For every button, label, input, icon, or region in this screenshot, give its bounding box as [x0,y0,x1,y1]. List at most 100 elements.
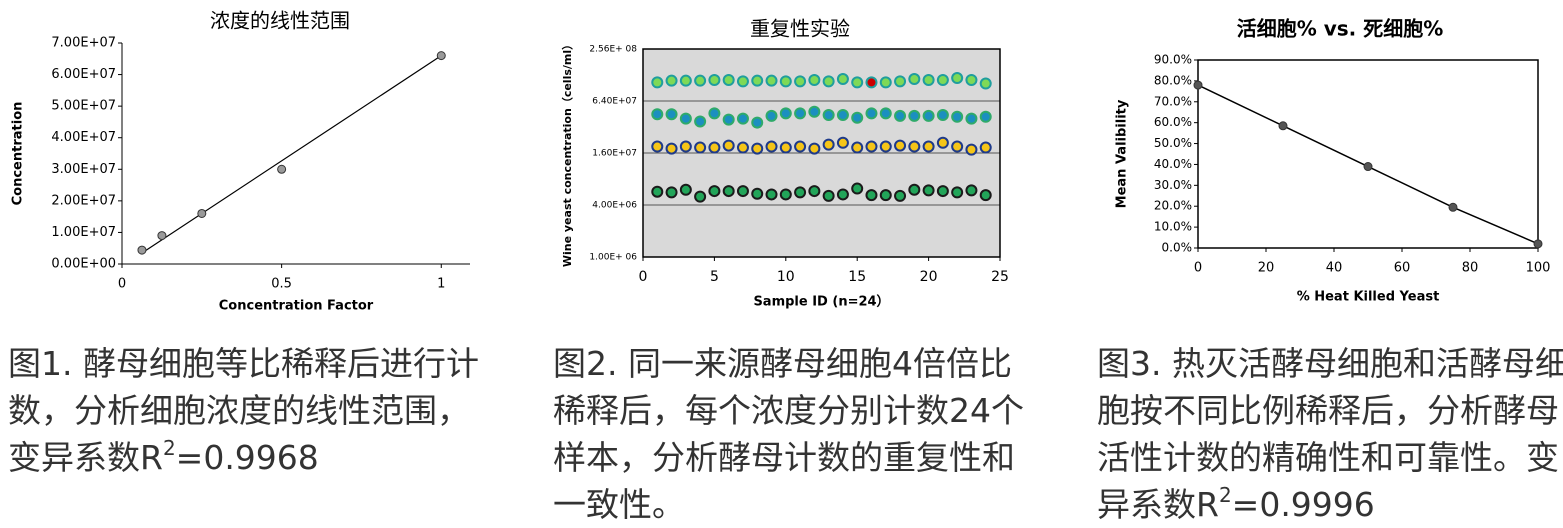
point [851,141,864,154]
x-tick-label: 0 [118,277,126,292]
point [894,75,907,88]
y-tick-label: 80.0% [1154,73,1192,87]
point [277,164,287,174]
point [765,188,778,201]
point [922,109,935,122]
point [679,74,692,87]
y-tick-label: 3.00E+07 [51,162,116,177]
point [665,186,678,199]
point [979,110,992,123]
point [751,74,764,87]
trendline [141,55,442,254]
caption-text: =0.9996 [1231,485,1375,524]
caption: 图3. 热灭活酵母细胞和活酵母细胞按不同比例稀释后，分析酵母活性计数的精确性和可… [1097,340,1563,528]
point [736,185,749,198]
point [1278,121,1288,131]
chart-title: 浓度的线性范围 [210,9,350,33]
point [851,111,864,124]
point [965,143,978,156]
point [808,185,821,198]
x-tick-label: 0 [639,269,648,285]
caption-text: 图2. 同一来源酵母细胞4倍倍比稀释后，每个浓度分别计数24个样本，分析酵母计数… [553,344,1024,524]
point [679,140,692,153]
point [708,141,721,154]
point [908,109,921,122]
point [779,141,792,154]
point [965,184,978,197]
point [951,140,964,153]
point [965,74,978,87]
y-axis-label: Mean Valibility [1115,99,1130,208]
page: 浓度的线性范围 Concentration Factor Concentration… [8,8,1563,524]
x-tick-label: 1 [437,277,445,292]
x-tick-label: 100 [1526,261,1551,276]
x-tick-label: 15 [848,269,866,285]
point [694,115,707,128]
y-tick-label: 20.0% [1154,199,1192,213]
y-tick-label: 70.0% [1154,94,1192,108]
point [922,184,935,197]
point [1448,202,1458,212]
point [137,245,147,255]
point [851,182,864,195]
caption-text: 图1. 酵母细胞等比稀释后进行计数，分析细胞浓度的线性范围，变异系数R [8,344,479,477]
caption-text: 图3. 热灭活酵母细胞和活酵母细胞按不同比例稀释后，分析酵母活性计数的精确性和可… [1097,344,1563,524]
caption-sup: 2 [162,436,176,460]
point [736,75,749,88]
point [894,139,907,152]
point [908,140,921,153]
point [722,113,735,126]
point [765,74,778,87]
point [951,186,964,199]
point [779,188,792,201]
point [865,189,878,202]
caption-sup: 2 [1218,483,1232,507]
point [836,188,849,201]
point [779,75,792,88]
point [836,109,849,122]
y-tick-label: 1.00E+07 [51,225,116,240]
x-axis-label: Concentration Factor [219,299,374,314]
point [794,140,807,153]
y-tick-label: 60.0% [1154,115,1192,129]
point [722,139,735,152]
point [879,140,892,153]
x-tick-label: 80 [1462,261,1479,276]
point [665,108,678,121]
x-tick-label: 0.5 [271,277,292,292]
y-tick-label: 1.00E+ 06 [589,253,637,263]
plot-frame [1197,59,1539,249]
point [1363,162,1373,172]
point [922,74,935,87]
point [822,109,835,122]
point [851,76,864,89]
point [765,109,778,122]
point [808,105,821,118]
y-tick-label: 0.0% [1162,241,1193,255]
point [894,189,907,202]
x-axis-label: % Heat Killed Yeast [1297,290,1440,305]
point [708,185,721,198]
point [936,109,949,122]
x-axis-label: Sample ID (n=24） [753,294,889,310]
y-tick-label: 5.00E+07 [51,99,116,114]
plot-frame [642,48,1001,258]
point [808,142,821,155]
y-tick-label: 0.00E+00 [51,257,116,272]
point [651,76,664,89]
y-tick-label: 6.00E+07 [51,67,116,82]
point [722,74,735,87]
point [894,109,907,122]
point [865,76,878,89]
point [794,186,807,199]
x-tick-label: 20 [1258,261,1275,276]
y-tick-label: 2.00E+07 [51,193,116,208]
x-tick-label: 20 [920,269,938,285]
point [936,74,949,87]
caption: 图2. 同一来源酵母细胞4倍倍比稀释后，每个浓度分别计数24个样本，分析酵母计数… [553,340,1031,528]
y-tick-label: 30.0% [1154,178,1192,192]
point [951,110,964,123]
y-tick-label: 10.0% [1154,220,1192,234]
point [694,74,707,87]
x-tick-label: 40 [1326,261,1343,276]
